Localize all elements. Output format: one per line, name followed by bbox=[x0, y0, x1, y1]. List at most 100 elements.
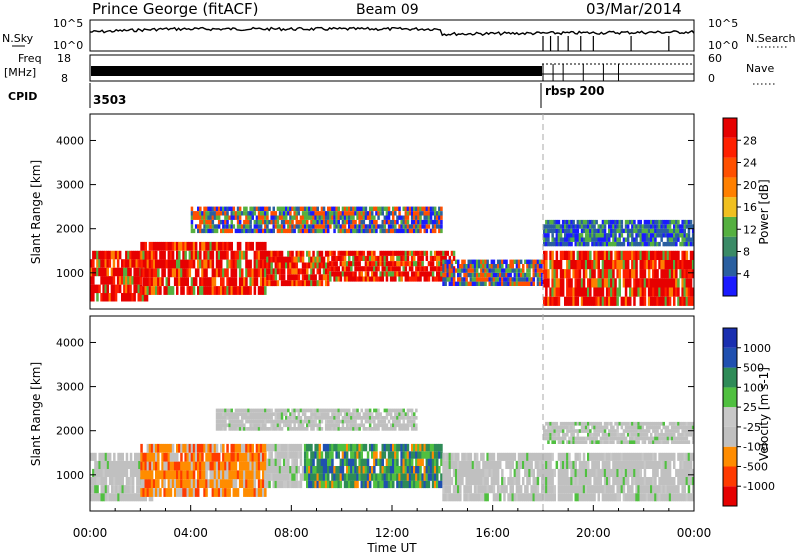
heatmap-cell bbox=[249, 286, 252, 295]
heatmap-cell bbox=[449, 469, 452, 477]
heatmap-cell bbox=[453, 277, 456, 281]
heatmap-cell bbox=[333, 251, 336, 256]
heatmap-cell bbox=[218, 453, 221, 462]
heatmap-cell bbox=[589, 477, 592, 485]
heatmap-cell bbox=[228, 488, 231, 497]
heatmap-cell bbox=[140, 276, 143, 285]
heatmap-cell bbox=[268, 207, 271, 211]
heatmap-cell bbox=[371, 412, 374, 416]
heatmap-cell bbox=[551, 251, 554, 260]
heatmap-cell bbox=[342, 466, 345, 473]
heatmap-cell bbox=[690, 461, 693, 469]
heatmap-cell bbox=[394, 277, 397, 282]
heatmap-cell bbox=[583, 453, 586, 461]
heatmap-cell bbox=[587, 242, 590, 246]
heatmap-cell bbox=[627, 477, 630, 485]
heatmap-cell bbox=[604, 429, 607, 433]
velocity-heatmap bbox=[90, 409, 694, 502]
heatmap-cell bbox=[499, 493, 502, 501]
heatmap-cell bbox=[275, 274, 278, 280]
heatmap-cell bbox=[298, 274, 301, 280]
heatmap-cell bbox=[172, 444, 175, 453]
heatmap-cell bbox=[358, 427, 361, 431]
colorbar-tick-label: 8 bbox=[743, 246, 750, 259]
heatmap-cell bbox=[122, 477, 125, 485]
heatmap-cell bbox=[342, 423, 345, 427]
heatmap-cell bbox=[562, 278, 565, 287]
heatmap-cell bbox=[514, 453, 517, 461]
heatmap-cell bbox=[338, 220, 341, 224]
heatmap-cell bbox=[610, 422, 613, 426]
heatmap-cell bbox=[302, 423, 305, 427]
heatmap-cell bbox=[556, 269, 559, 278]
heatmap-cell bbox=[486, 477, 489, 485]
heatmap-cell bbox=[388, 420, 391, 424]
heatmap-cell bbox=[226, 268, 229, 277]
power-heatmap bbox=[90, 207, 694, 306]
heatmap-cell bbox=[549, 461, 552, 469]
heatmap-cell bbox=[245, 207, 248, 211]
heatmap-cell bbox=[568, 269, 571, 278]
heatmap-cell bbox=[595, 220, 598, 224]
heatmap-cell bbox=[558, 220, 561, 224]
heatmap-cell bbox=[440, 207, 443, 211]
heatmap-cell bbox=[205, 268, 208, 277]
heatmap-cell bbox=[239, 260, 242, 269]
heatmap-cell bbox=[373, 466, 376, 473]
heatmap-cell bbox=[298, 466, 301, 473]
heatmap-cell bbox=[398, 266, 401, 271]
heatmap-cell bbox=[440, 220, 443, 224]
heatmap-cell bbox=[413, 412, 416, 416]
heatmap-cell bbox=[369, 481, 372, 488]
heatmap-cell bbox=[220, 260, 223, 269]
heatmap-cell bbox=[293, 412, 296, 416]
heatmap-cell bbox=[361, 271, 364, 276]
heatmap-cell bbox=[323, 207, 326, 211]
heatmap-cell bbox=[182, 286, 185, 295]
heatmap-cell bbox=[440, 229, 443, 233]
heatmap-cell bbox=[358, 412, 361, 416]
heatmap-cell bbox=[354, 220, 357, 224]
heatmap-cell bbox=[354, 271, 357, 276]
heatmap-cell bbox=[396, 459, 399, 466]
heatmap-cell bbox=[178, 251, 181, 260]
heatmap-cell bbox=[193, 286, 196, 295]
heatmap-cell bbox=[616, 297, 619, 306]
heatmap-cell bbox=[338, 207, 341, 211]
heatmap-cell bbox=[249, 220, 252, 224]
heatmap-cell bbox=[512, 485, 515, 493]
heatmap-cell bbox=[235, 462, 238, 471]
heatmap-cell bbox=[392, 216, 395, 220]
heatmap-cell bbox=[384, 451, 387, 458]
heatmap-cell bbox=[92, 276, 95, 285]
heatmap-cell bbox=[566, 469, 569, 477]
heatmap-cell bbox=[407, 444, 410, 451]
heatmap-cell bbox=[296, 459, 299, 466]
heatmap-cell bbox=[346, 451, 349, 458]
heatmap-cell bbox=[570, 493, 573, 501]
heatmap-cell bbox=[214, 277, 217, 286]
heatmap-cell bbox=[356, 481, 359, 488]
heatmap-cell bbox=[113, 276, 116, 285]
heatmap-cell bbox=[415, 409, 418, 413]
heatmap-cell bbox=[149, 462, 152, 471]
heatmap-cell bbox=[277, 220, 280, 224]
heatmap-cell bbox=[159, 488, 162, 497]
heatmap-cell bbox=[319, 423, 322, 427]
heatmap-cell bbox=[690, 278, 693, 287]
heatmap-cell bbox=[572, 426, 575, 430]
heatmap-cell bbox=[608, 461, 611, 469]
heatmap-cell bbox=[300, 459, 303, 466]
heatmap-cell bbox=[654, 238, 657, 242]
heatmap-cell bbox=[589, 288, 592, 297]
heatmap-cell bbox=[625, 288, 628, 297]
heatmap-cell bbox=[470, 453, 473, 461]
heatmap-cell bbox=[673, 453, 676, 461]
noise-search-spikes bbox=[543, 36, 669, 51]
heatmap-cell bbox=[621, 233, 624, 237]
heatmap-cell bbox=[331, 459, 334, 466]
heatmap-cell bbox=[264, 286, 267, 295]
heatmap-cell bbox=[161, 277, 164, 286]
